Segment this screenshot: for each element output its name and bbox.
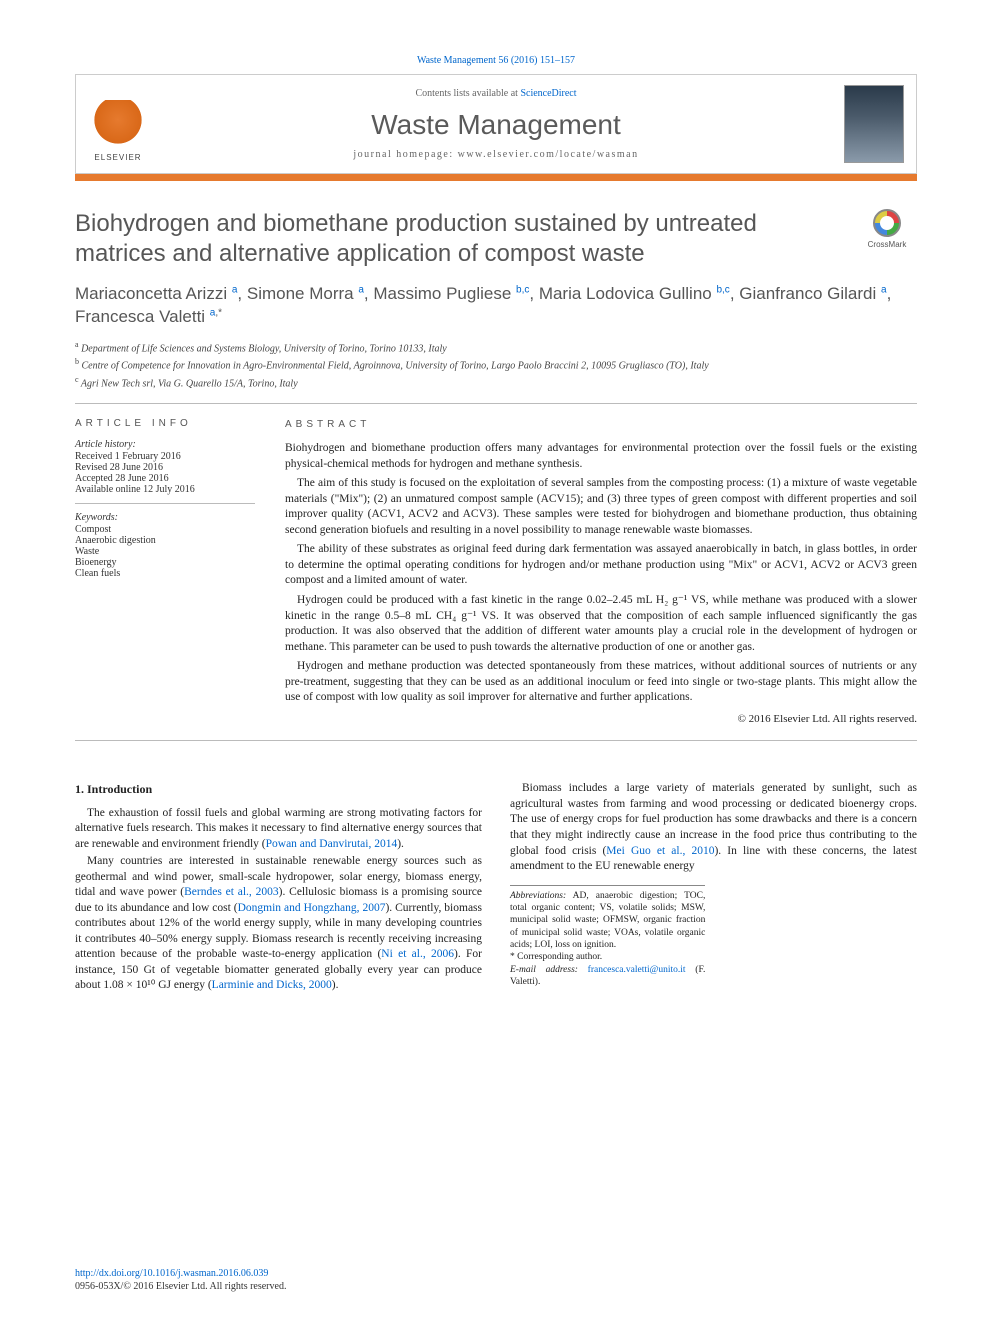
- article-info: article info Article history: Received 1…: [75, 418, 255, 727]
- body-paragraph: The exhaustion of fossil fuels and globa…: [75, 806, 482, 853]
- abstract: abstract Biohydrogen and biomethane prod…: [285, 418, 917, 727]
- copyright-line: © 2016 Elsevier Ltd. All rights reserved…: [285, 712, 917, 727]
- crossmark-badge[interactable]: CrossMark: [857, 209, 917, 249]
- citation-link[interactable]: Berndes et al., 2003: [184, 886, 278, 898]
- citation-link[interactable]: Mei Guo et al., 2010: [606, 845, 714, 857]
- elsevier-logo: ELSEVIER: [88, 87, 148, 162]
- crossmark-icon: [873, 209, 901, 237]
- sciencedirect-link[interactable]: ScienceDirect: [520, 88, 576, 99]
- article-title: Biohydrogen and biomethane production su…: [75, 209, 839, 269]
- journal-header: ELSEVIER Contents lists available at Sci…: [75, 74, 917, 174]
- body-paragraph: Biomass includes a large variety of mate…: [510, 781, 917, 874]
- journal-homepage: journal homepage: www.elsevier.com/locat…: [148, 149, 844, 160]
- citation-link[interactable]: Larminie and Dicks, 2000: [212, 979, 332, 991]
- keyword: Clean fuels: [75, 568, 255, 579]
- doi-link[interactable]: http://dx.doi.org/10.1016/j.wasman.2016.…: [75, 1268, 268, 1279]
- keywords-header: Keywords:: [75, 512, 255, 523]
- contents-prefix: Contents lists available at: [415, 88, 520, 99]
- citation-link[interactable]: Powan and Danvirutai, 2014: [266, 838, 398, 850]
- keyword: Anaerobic digestion: [75, 535, 255, 546]
- citation-link[interactable]: Ni et al., 2006: [381, 948, 454, 960]
- issn-copyright: 0956-053X/© 2016 Elsevier Ltd. All right…: [75, 1281, 286, 1292]
- keyword: Compost: [75, 524, 255, 535]
- citation-link[interactable]: Dongmin and Hongzhang, 2007: [238, 902, 386, 914]
- history-item: Received 1 February 2016: [75, 451, 255, 462]
- abstract-paragraph: The ability of these substrates as origi…: [285, 542, 917, 589]
- abstract-paragraph: Hydrogen and methane production was dete…: [285, 659, 917, 706]
- elsevier-tree-icon: [93, 100, 143, 150]
- homepage-prefix: journal homepage:: [353, 149, 457, 160]
- abstract-paragraph: Hydrogen could be produced with a fast k…: [285, 593, 917, 655]
- crossmark-label: CrossMark: [868, 240, 907, 249]
- accent-rule: [75, 174, 917, 181]
- affiliations: a Department of Life Sciences and System…: [75, 339, 917, 404]
- homepage-url: www.elsevier.com/locate/wasman: [458, 149, 639, 160]
- doi-block: http://dx.doi.org/10.1016/j.wasman.2016.…: [75, 1267, 286, 1293]
- abstract-paragraph: Biohydrogen and biomethane production of…: [285, 441, 917, 472]
- body-text: 1. Introduction The exhaustion of fossil…: [75, 781, 917, 993]
- history-item: Revised 28 June 2016: [75, 462, 255, 473]
- corresponding-author: * Corresponding author.: [510, 951, 705, 963]
- contents-list-line: Contents lists available at ScienceDirec…: [148, 88, 844, 99]
- elsevier-label: ELSEVIER: [94, 153, 141, 162]
- keyword: Bioenergy: [75, 557, 255, 568]
- section-heading: 1. Introduction: [75, 781, 482, 797]
- history-item: Accepted 28 June 2016: [75, 473, 255, 484]
- abstract-label: abstract: [285, 418, 917, 432]
- journal-cover-thumb: [844, 85, 904, 163]
- keyword: Waste: [75, 546, 255, 557]
- email-link[interactable]: francesca.valetti@unito.it: [578, 965, 686, 975]
- history-header: Article history:: [75, 439, 255, 450]
- article-info-label: article info: [75, 418, 255, 429]
- author-list: Mariaconcetta Arizzi a, Simone Morra a, …: [75, 283, 917, 329]
- email-line: E-mail address: francesca.valetti@unito.…: [510, 964, 705, 989]
- footnotes: Abbreviations: AD, anaerobic digestion; …: [510, 885, 705, 989]
- journal-name: Waste Management: [148, 109, 844, 141]
- body-paragraph: Many countries are interested in sustain…: [75, 854, 482, 994]
- abstract-paragraph: The aim of this study is focused on the …: [285, 476, 917, 538]
- abbreviations: Abbreviations: AD, anaerobic digestion; …: [510, 890, 705, 952]
- history-item: Available online 12 July 2016: [75, 484, 255, 495]
- citation-header: Waste Management 56 (2016) 151–157: [75, 55, 917, 66]
